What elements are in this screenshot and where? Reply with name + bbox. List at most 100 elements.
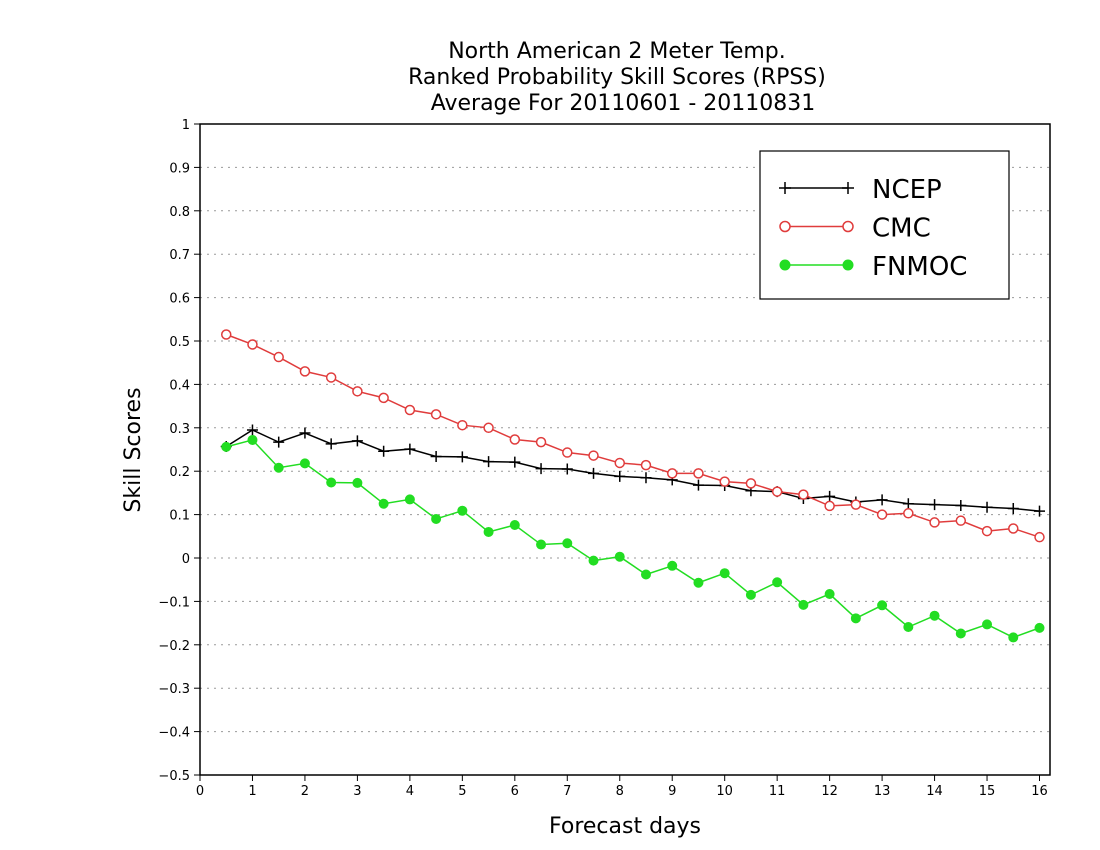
data-point-ncep [692, 479, 704, 491]
chart-title-line-3: Average For 20110601 - 20110831 [431, 91, 816, 116]
x-tick-label: 0 [196, 784, 204, 799]
data-point-fnmoc [352, 477, 363, 488]
legend-label-cmc: CMC [872, 214, 931, 244]
y-tick-label: 0 [182, 552, 190, 567]
data-point-cmc [457, 419, 468, 431]
x-tick-label: 12 [821, 784, 838, 799]
legend-marker-ncep [779, 182, 791, 194]
data-point-cmc [719, 476, 730, 487]
data-point-fnmoc [640, 569, 651, 580]
data-point-ncep [483, 456, 495, 468]
series-fnmoc [221, 434, 1045, 643]
data-point-ncep [902, 498, 914, 510]
legend-marker-ncep [842, 182, 854, 194]
data-point-fnmoc [562, 538, 573, 549]
data-point-fnmoc [903, 622, 914, 633]
legend-item-ncep: NCEP [779, 175, 942, 205]
data-point-ncep [430, 450, 442, 462]
data-point-cmc [220, 329, 232, 340]
data-point-ncep [456, 451, 468, 463]
y-tick-label: −0.1 [158, 595, 190, 610]
legend-marker-fnmoc [842, 259, 854, 271]
data-point-cmc [824, 500, 835, 512]
data-point-cmc [273, 351, 284, 363]
axis-ticks: −0.5 −0.4 −0.3 −0.2 −0.1 0 0.1 0.2 0.3 0.4 0.5 0.6 0… [158, 118, 1047, 799]
y-tick-label: 0.6 [169, 292, 190, 307]
data-point-fnmoc [693, 577, 704, 588]
data-point-fnmoc [1008, 632, 1019, 643]
y-tick-label: −0.4 [158, 726, 190, 741]
chart-title-line-2: Ranked Probability Skill Scores (RPSS) [408, 65, 826, 90]
data-point-cmc [247, 339, 258, 350]
y-tick-label: −0.5 [158, 769, 190, 784]
data-point-fnmoc [929, 610, 940, 621]
data-point-ncep [299, 427, 311, 439]
y-axis-label: Skill Scores [121, 387, 146, 512]
x-tick-label: 9 [668, 784, 676, 799]
x-tick-label: 16 [1031, 784, 1048, 799]
y-tick-label: 0.5 [169, 335, 190, 350]
data-point-ncep [378, 445, 390, 457]
data-point-fnmoc [824, 589, 835, 600]
series-line-fnmoc [226, 439, 1040, 639]
legend-item-fnmoc: FNMOC [779, 252, 967, 282]
x-tick-label: 3 [353, 784, 361, 799]
x-tick-label: 5 [458, 784, 466, 799]
data-point-ncep [929, 499, 941, 511]
y-tick-label: 0.7 [169, 248, 190, 263]
series-cmc [220, 329, 1045, 543]
data-point-fnmoc [588, 555, 599, 566]
legend-label-ncep: NCEP [872, 175, 942, 205]
data-point-cmc [562, 447, 573, 458]
data-point-fnmoc [483, 526, 494, 537]
data-point-cmc [876, 509, 888, 520]
data-point-fnmoc [1034, 622, 1045, 633]
series-line-cmc [225, 333, 1040, 538]
legend: NCEP CMC FNMOC [759, 150, 1010, 300]
data-point-cmc [1034, 531, 1045, 543]
data-point-cmc [798, 489, 809, 500]
x-tick-label: 13 [874, 784, 891, 799]
data-point-cmc [771, 486, 783, 497]
data-point-fnmoc [745, 589, 756, 600]
x-tick-label: 4 [406, 784, 414, 799]
data-point-cmc [614, 457, 626, 469]
x-tick-label: 1 [248, 784, 256, 799]
data-point-fnmoc [457, 505, 468, 516]
series-ncep [220, 424, 1046, 517]
legend-marker-cmc [842, 220, 854, 233]
data-point-fnmoc [404, 494, 415, 505]
data-point-ncep [1034, 505, 1046, 517]
x-tick-label: 15 [979, 784, 996, 799]
data-point-fnmoc [955, 628, 966, 639]
data-point-fnmoc [772, 577, 783, 588]
data-point-fnmoc [667, 560, 678, 571]
data-point-cmc [483, 422, 494, 434]
data-point-cmc [588, 450, 599, 461]
data-point-ncep [640, 472, 652, 484]
y-tick-label: 0.1 [169, 509, 190, 524]
data-point-ncep [509, 456, 521, 468]
x-tick-label: 10 [716, 784, 733, 799]
data-point-fnmoc [798, 599, 809, 610]
y-tick-label: −0.2 [158, 639, 190, 654]
data-point-fnmoc [614, 551, 625, 562]
chart-title-line-1: North American 2 Meter Temp. [448, 39, 786, 64]
data-point-ncep [325, 438, 337, 450]
data-point-ncep [246, 424, 258, 436]
legend-marker-cmc [779, 220, 791, 233]
x-tick-label: 14 [926, 784, 943, 799]
data-point-fnmoc [273, 462, 284, 473]
data-point-cmc [430, 409, 442, 420]
data-point-fnmoc [509, 520, 520, 531]
data-point-cmc [352, 386, 363, 397]
data-point-ncep [614, 470, 626, 482]
plot-frame [199, 123, 1051, 776]
data-point-ncep [588, 467, 600, 479]
x-tick-label: 7 [563, 784, 571, 799]
data-point-cmc [1008, 523, 1019, 534]
data-point-fnmoc [247, 434, 258, 445]
data-point-ncep [876, 494, 888, 506]
legend-item-cmc: CMC [779, 214, 931, 244]
